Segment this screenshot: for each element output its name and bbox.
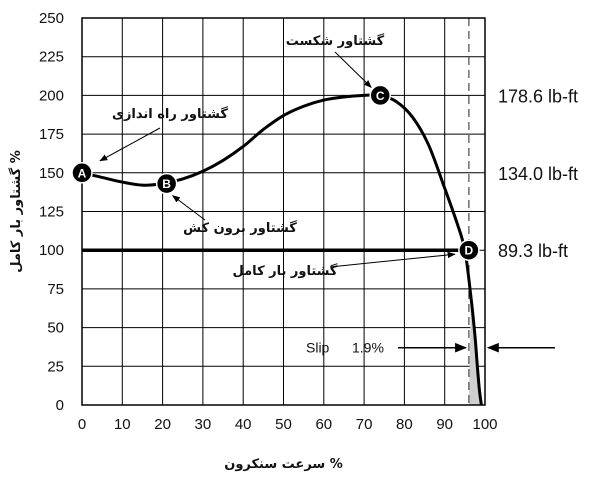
annotation-arrow-pullup bbox=[171, 195, 206, 221]
right-torque-labels: 178.6 lb-ft 134.0 lb-ft 89.3 lb-ft bbox=[498, 86, 578, 261]
right-label-1: 134.0 lb-ft bbox=[498, 164, 578, 184]
point-A bbox=[71, 162, 93, 184]
x-tick-label-6: 60 bbox=[315, 416, 332, 433]
annotation-arrow-fullload bbox=[329, 251, 456, 268]
point-label-B: B bbox=[162, 177, 171, 191]
annotation-arrow-starting bbox=[99, 127, 161, 162]
right-label-2: 89.3 lb-ft bbox=[498, 241, 568, 261]
x-tick-label-2: 20 bbox=[154, 416, 171, 433]
point-B bbox=[155, 172, 178, 195]
annotation-starting: گشتاور راه اندازی bbox=[112, 106, 228, 122]
y-tick-label-4: 100 bbox=[39, 242, 64, 259]
plot-frame bbox=[81, 17, 486, 406]
curve-points: A B C D bbox=[71, 84, 480, 261]
y-axis-label: % گشتاور بار کامل bbox=[8, 150, 24, 272]
point-label-D: D bbox=[465, 244, 474, 258]
y-tick-label-1: 25 bbox=[47, 358, 64, 375]
y-tick-label-10: 250 bbox=[39, 10, 64, 27]
y-tick-label-9: 225 bbox=[39, 49, 64, 66]
x-tick-label-4: 40 bbox=[235, 416, 252, 433]
x-tick-label-7: 70 bbox=[356, 416, 373, 433]
annotation-arrow-breakdown bbox=[334, 51, 372, 88]
right-label-0: 178.6 lb-ft bbox=[498, 86, 578, 106]
annotation-breakdown: گشتاور شکست bbox=[286, 33, 385, 49]
slip-value: 1.9% bbox=[352, 340, 384, 356]
x-tick-label-8: 80 bbox=[396, 416, 413, 433]
slip-label: Slip bbox=[306, 340, 330, 356]
grid bbox=[81, 17, 486, 406]
y-tick-label-8: 200 bbox=[39, 87, 64, 104]
y-tick-label-7: 175 bbox=[39, 126, 64, 143]
x-tick-label-1: 10 bbox=[114, 416, 131, 433]
y-tick-label-2: 50 bbox=[47, 320, 64, 337]
annotation-fullload: گشتاور بار کامل bbox=[233, 263, 338, 279]
tick-labels: 0 10 20 30 40 50 60 70 80 90 100 0 25 50 75 100 125 150 17… bbox=[39, 10, 498, 433]
point-D bbox=[458, 239, 480, 261]
point-C bbox=[369, 84, 391, 107]
y-tick-label-5: 125 bbox=[39, 204, 64, 221]
x-tick-label-0: 0 bbox=[78, 416, 86, 433]
y-tick-label-3: 75 bbox=[47, 281, 64, 298]
x-axis-label: % سرعت سنکرون bbox=[224, 457, 343, 472]
x-tick-label-5: 50 bbox=[275, 416, 292, 433]
x-tick-label-3: 30 bbox=[195, 416, 212, 433]
y-tick-label-6: 150 bbox=[39, 165, 64, 182]
point-label-C: C bbox=[376, 89, 385, 103]
y-tick-label-0: 0 bbox=[56, 397, 64, 414]
x-tick-label-9: 90 bbox=[436, 416, 453, 433]
x-tick-label-10: 100 bbox=[472, 416, 497, 433]
slip-indicator: Slip 1.9% bbox=[306, 340, 555, 356]
point-label-A: A bbox=[78, 166, 87, 180]
annotation-pullup: گشتاور برون کش bbox=[183, 220, 297, 236]
annotations: گشتاور شکست گشتاور راه اندازی گشتاور برون … bbox=[99, 33, 456, 279]
